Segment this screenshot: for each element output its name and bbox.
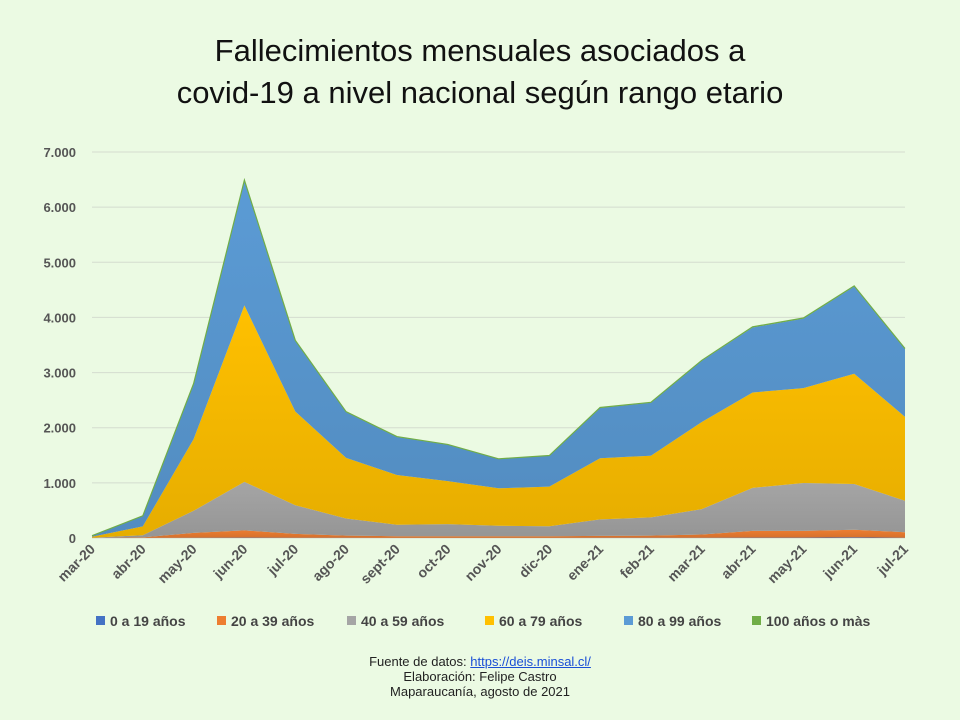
source-link[interactable]: https://deis.minsal.cl/ (470, 654, 591, 669)
y-tick-label: 1.000 (43, 476, 76, 491)
y-tick-label: 7.000 (43, 145, 76, 160)
x-tick-label: jul-21 (873, 541, 911, 579)
x-tick-label: sept-20 (357, 541, 403, 587)
place-date-line: Maparaucanía, agosto de 2021 (390, 684, 570, 699)
legend-swatch (485, 616, 494, 625)
y-tick-label: 4.000 (43, 310, 76, 325)
chart-title-line-1: Fallecimientos mensuales asociados a (214, 33, 746, 68)
area-series-0-a-19-a-os (92, 537, 905, 538)
area-top-edge (91, 177, 906, 537)
chart-title-line-2: covid-19 a nivel nacional según rango et… (176, 75, 784, 110)
chart-title: Fallecimientos mensuales asociados a cov… (0, 30, 960, 114)
x-tick-label: abr-21 (718, 541, 759, 582)
legend-swatch (752, 616, 761, 625)
x-tick-label: ene-21 (564, 541, 607, 584)
y-tick-label: 5.000 (43, 255, 76, 270)
legend-swatch (217, 616, 226, 625)
area-series-60-a-79-a-os (92, 305, 905, 538)
legend-swatch (624, 616, 633, 625)
x-tick-label: dic-20 (516, 541, 556, 581)
x-tick-label: oct-20 (413, 541, 454, 582)
x-tick-label: mar-21 (664, 541, 708, 585)
y-tick-label: 6.000 (43, 200, 76, 215)
chart-footer: Fuente de datos: https://deis.minsal.cl/… (0, 654, 960, 699)
area-series-20-a-39-a-os (92, 529, 905, 538)
credit-line: Elaboración: Felipe Castro (403, 669, 557, 684)
source-label: Fuente de datos: (369, 654, 467, 669)
legend-swatch (347, 616, 356, 625)
y-tick-label: 0 (69, 531, 76, 546)
x-tick-label: nov-20 (461, 541, 504, 584)
x-tick-label: mar-20 (54, 541, 98, 585)
x-tick-label: ago-20 (309, 541, 352, 584)
area-series-40-a-59-a-os (92, 481, 905, 538)
legend-label: 0 a 19 años (110, 613, 186, 629)
x-tick-label: feb-21 (617, 541, 658, 582)
legend-label: 60 a 79 años (499, 613, 582, 629)
y-tick-label: 3.000 (43, 366, 76, 381)
legend-label: 20 a 39 años (231, 613, 314, 629)
x-tick-label: jun-21 (819, 541, 860, 582)
x-tick-label: jul-20 (263, 541, 301, 579)
legend-swatch (96, 616, 105, 625)
x-tick-label: abr-20 (108, 541, 149, 582)
area-series-80-a-99-a-os (92, 181, 905, 537)
x-tick-label: jun-20 (209, 541, 250, 582)
legend-label: 40 a 59 años (361, 613, 444, 629)
y-tick-label: 2.000 (43, 421, 76, 436)
legend-label: 100 años o màs (766, 613, 870, 629)
x-tick-label: may-20 (154, 541, 200, 587)
source-line: Fuente de datos: https://deis.minsal.cl/ (0, 654, 960, 669)
x-tick-label: may-21 (764, 541, 810, 587)
legend-label: 80 a 99 años (638, 613, 721, 629)
